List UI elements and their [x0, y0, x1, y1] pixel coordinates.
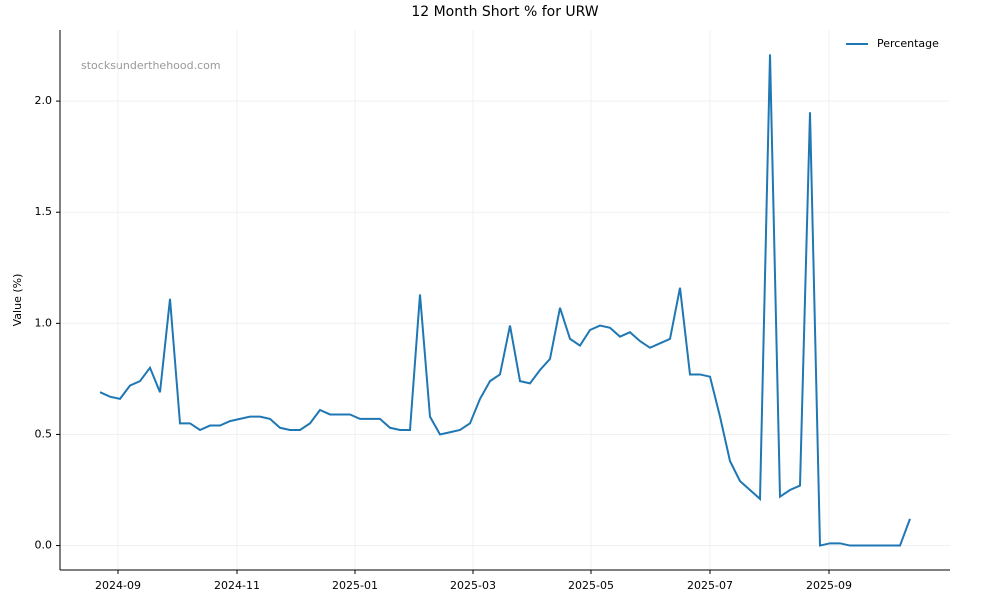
- x-tick-label: 2025-09: [806, 579, 852, 592]
- x-tick-label: 2025-03: [450, 579, 496, 592]
- chart-title: 12 Month Short % for URW: [411, 4, 598, 20]
- y-tick-label: 2.0: [35, 94, 53, 107]
- x-tick-label: 2024-09: [95, 579, 141, 592]
- y-tick-label: 0.0: [35, 539, 53, 552]
- data-line: [99, 54, 911, 547]
- x-tick-label: 2024-11: [214, 579, 260, 592]
- y-tick-label: 0.5: [35, 427, 53, 440]
- x-tick-label: 2025-01: [332, 579, 378, 592]
- y-tick-label: 1.5: [35, 205, 53, 218]
- x-tick-label: 2025-07: [687, 579, 733, 592]
- y-tick-label: 1.0: [35, 316, 53, 329]
- y-axis-label: Value (%): [11, 274, 24, 327]
- legend-label: Percentage: [877, 37, 939, 50]
- x-tick-label: 2025-05: [568, 579, 614, 592]
- watermark: stocksunderthehood.com: [81, 59, 221, 72]
